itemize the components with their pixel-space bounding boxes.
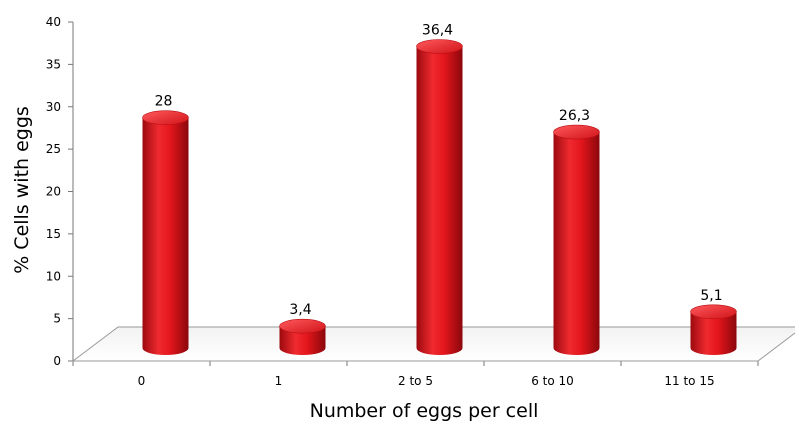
data-label: 36,4: [422, 23, 453, 39]
data-label: 26,3: [559, 108, 590, 124]
data-label: 5,1: [700, 288, 722, 304]
x-tick-label: 2 to 5: [398, 374, 433, 388]
x-tick-label: 11 to 15: [664, 374, 714, 388]
y-tick-label: 40: [46, 15, 61, 29]
bars: [142, 39, 737, 355]
bar-body: [690, 311, 737, 355]
x-tick-label: 6 to 10: [531, 374, 574, 388]
x-tick-label: 1: [275, 374, 283, 388]
y-tick-label: 25: [46, 142, 61, 156]
bar-body: [553, 132, 600, 355]
y-tick-label: 15: [46, 227, 61, 241]
y-tick-label: 30: [46, 100, 61, 114]
x-axis-title: Number of eggs per cell: [310, 400, 539, 422]
bar-top: [553, 124, 600, 140]
y-tick-label: 35: [46, 57, 61, 71]
bar: [690, 304, 737, 355]
bar: [416, 39, 463, 355]
y-tick-label: 10: [46, 269, 61, 283]
data-label: 3,4: [289, 302, 311, 318]
bar-body: [416, 46, 463, 355]
x-tick-label: 0: [138, 374, 146, 388]
bar: [553, 124, 600, 355]
labels: 0 5 10 15 20 25 30 35 40 28 0 3,4 1 36,4 2 to 5 26,3 6 t…: [46, 15, 723, 388]
y-tick-label: 5: [53, 312, 61, 326]
bar-top: [279, 318, 326, 334]
y-tick-label: 0: [53, 354, 61, 368]
y-tick-label: 20: [46, 185, 61, 199]
bar-top: [690, 304, 737, 320]
bar: [279, 318, 326, 355]
bar: [142, 110, 189, 355]
bar-body: [142, 117, 189, 355]
data-label: 28: [155, 94, 173, 110]
bar-top: [416, 39, 463, 54]
y-axis-title: % Cells with eggs: [11, 106, 33, 274]
bar-body: [279, 326, 326, 355]
bar-top: [142, 110, 189, 125]
